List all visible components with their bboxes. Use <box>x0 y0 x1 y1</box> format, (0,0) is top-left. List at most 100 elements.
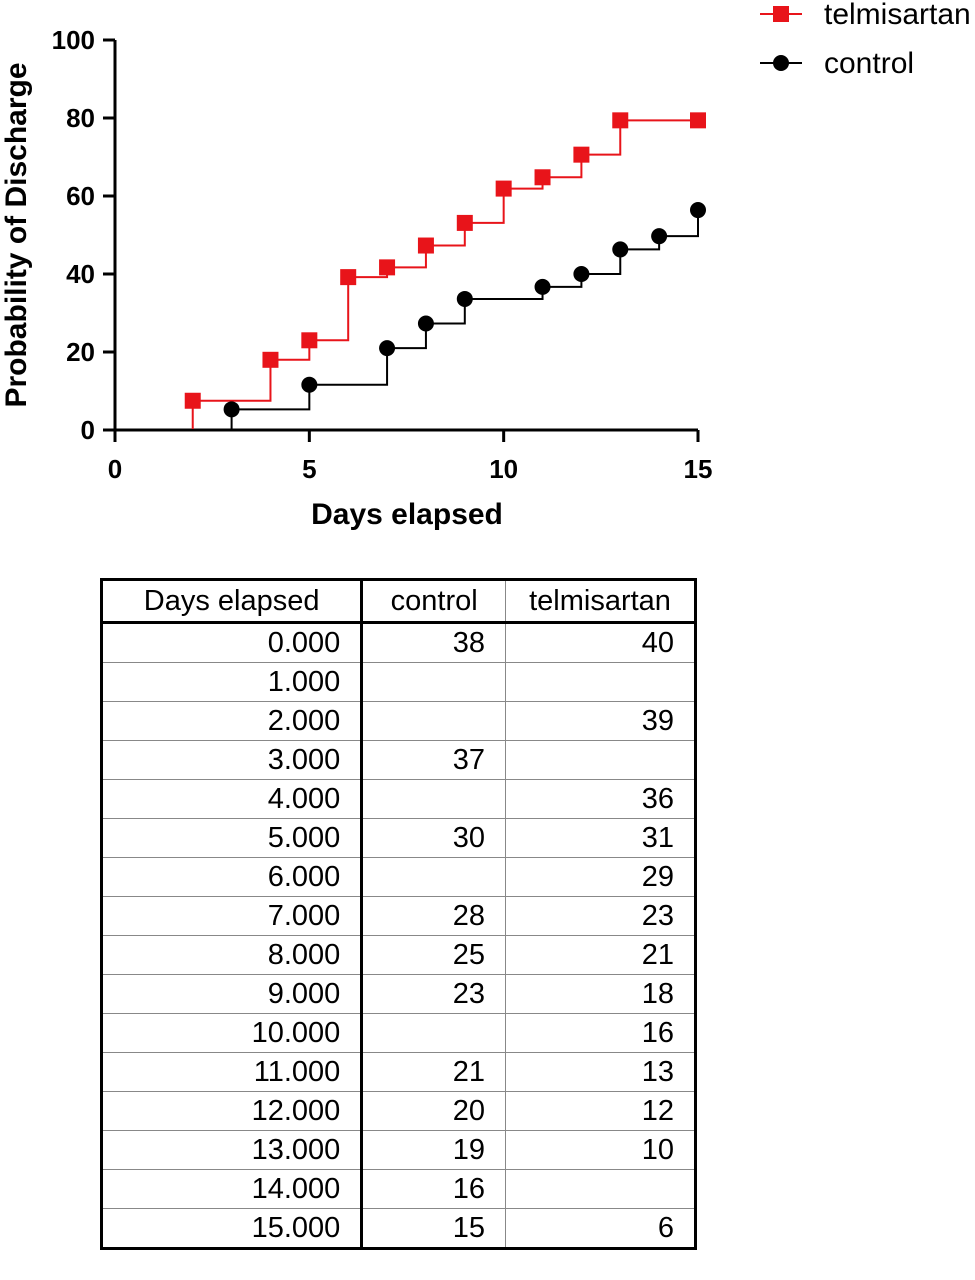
cell-control: 16 <box>361 1169 506 1209</box>
y-tick-label: 100 <box>52 25 95 55</box>
cell-control <box>361 701 506 741</box>
table-row: 9.000 23 18 <box>100 974 696 1014</box>
x-tick-label: 15 <box>684 454 713 484</box>
cell-control: 23 <box>361 974 506 1014</box>
cell-control: 15 <box>361 1208 506 1249</box>
table-row: 0.000 38 40 <box>100 622 696 663</box>
series-line-telmisartan <box>115 119 698 431</box>
data-point-control <box>612 241 629 258</box>
table-row: 2.000 39 <box>100 701 696 741</box>
x-tick-label: 0 <box>108 454 122 484</box>
table-row: 12.000 20 12 <box>100 1091 696 1131</box>
cell-control: 28 <box>361 896 506 936</box>
data-point-telmisartan <box>301 332 318 349</box>
table-row: 1.000 <box>100 662 696 702</box>
data-point-control <box>651 228 668 245</box>
cell-telmisartan: 31 <box>505 818 696 858</box>
data-point-control <box>417 315 434 332</box>
cell-days: 5.000 <box>100 818 364 858</box>
table-row: 14.000 16 <box>100 1169 696 1209</box>
cell-telmisartan: 10 <box>505 1130 696 1170</box>
cell-telmisartan <box>505 662 696 702</box>
cell-control <box>361 857 506 897</box>
x-tick-label: 5 <box>302 454 316 484</box>
data-point-telmisartan <box>495 180 512 197</box>
cell-days: 8.000 <box>100 935 364 975</box>
cell-control: 21 <box>361 1052 506 1092</box>
cell-control: 38 <box>361 622 506 663</box>
data-point-telmisartan <box>417 237 434 254</box>
cell-telmisartan: 29 <box>505 857 696 897</box>
y-tick-label: 80 <box>66 103 95 133</box>
cell-days: 15.000 <box>100 1208 364 1249</box>
data-point-telmisartan <box>690 112 706 129</box>
cell-days: 0.000 <box>100 622 364 663</box>
table-row: 8.000 25 21 <box>100 935 696 975</box>
data-point-control <box>534 278 551 295</box>
data-point-control <box>690 202 706 219</box>
data-point-control <box>223 401 240 418</box>
data-point-control <box>301 376 318 393</box>
y-axis: 0 20 40 60 80 100 <box>52 25 117 445</box>
cell-days: 3.000 <box>100 740 364 780</box>
y-tick-label: 60 <box>66 181 95 211</box>
legend-label: control <box>824 47 914 80</box>
cell-control <box>361 1013 506 1053</box>
table-body: 0.000 38 40 1.000 2.000 39 3.000 37 4.000 36 5.000… <box>100 622 696 1249</box>
cell-telmisartan: 23 <box>505 896 696 936</box>
cell-telmisartan <box>505 1169 696 1209</box>
y-tick-label: 20 <box>66 337 95 367</box>
y-tick-label: 40 <box>66 259 95 289</box>
table-row: 6.000 29 <box>100 857 696 897</box>
cell-days: 1.000 <box>100 662 364 702</box>
x-tick-label: 10 <box>489 454 518 484</box>
series-line-control <box>115 210 699 431</box>
cell-telmisartan: 6 <box>505 1208 696 1249</box>
data-point-telmisartan <box>534 169 551 186</box>
data-point-control <box>573 266 590 282</box>
cell-telmisartan: 21 <box>505 935 696 975</box>
cell-control: 37 <box>361 740 506 780</box>
column-header-days: Days elapsed <box>100 579 364 624</box>
legend-entry-control: control <box>760 47 914 80</box>
cell-days: 9.000 <box>100 974 364 1014</box>
data-point-telmisartan <box>573 146 590 163</box>
cell-days: 11.000 <box>100 1052 364 1092</box>
column-header-telmisartan: telmisartan <box>505 579 696 624</box>
table-row: 5.000 30 31 <box>100 818 696 858</box>
legend: telmisartan control <box>760 0 971 80</box>
table-row: 15.000 15 6 <box>100 1208 696 1249</box>
table-row: 10.000 16 <box>100 1013 696 1053</box>
cell-days: 6.000 <box>100 857 364 897</box>
cell-days: 10.000 <box>100 1013 364 1053</box>
cell-control: 19 <box>361 1130 506 1170</box>
data-point-telmisartan <box>262 351 279 368</box>
cell-days: 7.000 <box>100 896 364 936</box>
legend-marker <box>773 6 789 22</box>
data-point-telmisartan <box>456 214 473 231</box>
table-row: 3.000 37 <box>100 740 696 780</box>
at-risk-table: Days elapsed control telmisartan 0.000 38… <box>100 578 697 1250</box>
column-header-control: control <box>361 579 506 624</box>
cell-days: 12.000 <box>100 1091 364 1131</box>
cell-telmisartan: 12 <box>505 1091 696 1131</box>
table-row: 7.000 28 23 <box>100 896 696 936</box>
cell-days: 14.000 <box>100 1169 364 1209</box>
table-row: 4.000 36 <box>100 779 696 819</box>
legend-entry-telmisartan: telmisartan <box>760 0 971 31</box>
legend-marker <box>773 55 789 71</box>
cell-days: 4.000 <box>100 779 364 819</box>
cell-telmisartan <box>505 740 696 780</box>
cell-telmisartan: 39 <box>505 701 696 741</box>
cell-telmisartan: 16 <box>505 1013 696 1053</box>
table-row: 13.000 19 10 <box>100 1130 696 1170</box>
data-point-telmisartan <box>379 259 396 276</box>
cell-telmisartan: 18 <box>505 974 696 1014</box>
cell-days: 2.000 <box>100 701 364 741</box>
cell-control: 25 <box>361 935 506 975</box>
series-control <box>115 202 706 431</box>
cell-telmisartan: 13 <box>505 1052 696 1092</box>
data-point-telmisartan <box>340 269 357 286</box>
series-telmisartan <box>115 112 706 431</box>
data-point-telmisartan <box>184 392 201 409</box>
